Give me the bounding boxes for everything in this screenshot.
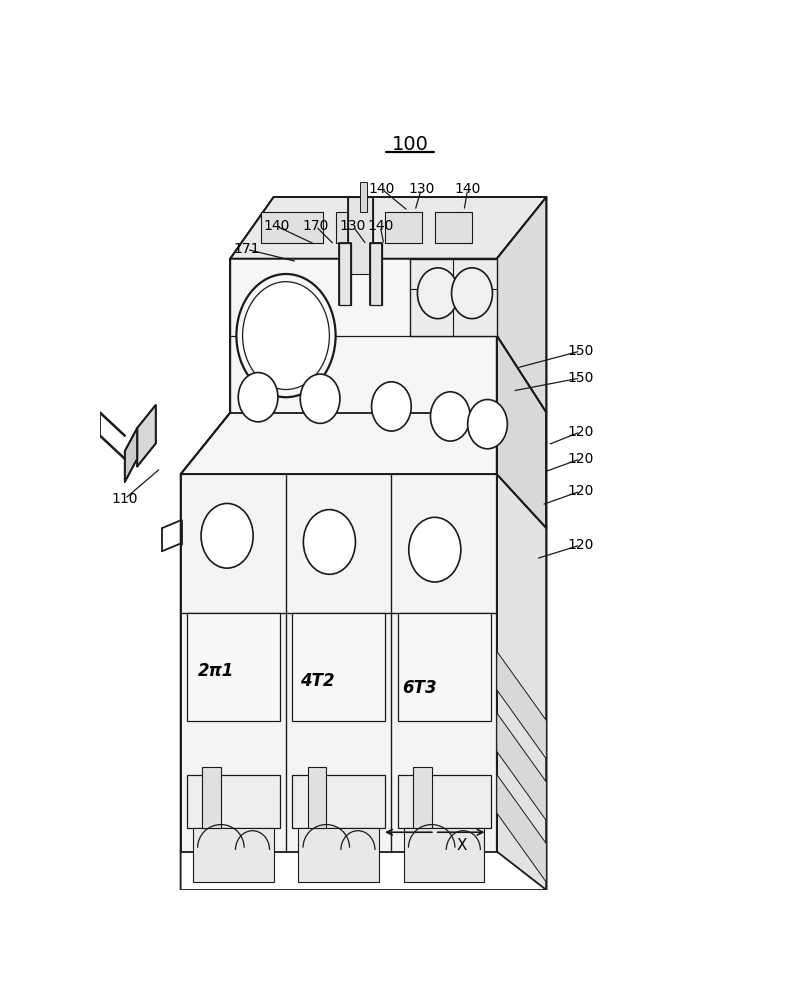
Circle shape bbox=[430, 392, 470, 441]
Text: 150: 150 bbox=[567, 344, 594, 358]
Circle shape bbox=[303, 510, 355, 574]
Polygon shape bbox=[398, 774, 490, 828]
Polygon shape bbox=[398, 613, 490, 721]
Polygon shape bbox=[193, 828, 274, 882]
Text: 171: 171 bbox=[234, 242, 260, 256]
Polygon shape bbox=[386, 212, 422, 243]
Circle shape bbox=[237, 274, 336, 397]
Polygon shape bbox=[336, 212, 373, 243]
Text: 150: 150 bbox=[567, 371, 594, 385]
Polygon shape bbox=[187, 774, 280, 828]
Text: 140: 140 bbox=[369, 182, 395, 196]
Polygon shape bbox=[497, 474, 546, 890]
Polygon shape bbox=[360, 182, 366, 212]
Polygon shape bbox=[497, 713, 546, 821]
Polygon shape bbox=[181, 474, 497, 852]
Polygon shape bbox=[435, 212, 472, 243]
Text: 140: 140 bbox=[263, 219, 290, 233]
Polygon shape bbox=[292, 613, 386, 721]
Polygon shape bbox=[292, 774, 386, 828]
Polygon shape bbox=[348, 197, 373, 274]
Polygon shape bbox=[497, 774, 546, 882]
Circle shape bbox=[300, 374, 340, 423]
Text: 120: 120 bbox=[567, 452, 594, 466]
Polygon shape bbox=[298, 828, 379, 882]
Text: 2π1: 2π1 bbox=[198, 662, 234, 680]
Polygon shape bbox=[413, 767, 432, 828]
Text: 100: 100 bbox=[391, 135, 429, 154]
Text: 120: 120 bbox=[567, 484, 594, 498]
Polygon shape bbox=[181, 259, 497, 474]
Text: 130: 130 bbox=[408, 182, 434, 196]
Text: 120: 120 bbox=[567, 538, 594, 552]
Polygon shape bbox=[370, 243, 382, 305]
Polygon shape bbox=[202, 767, 221, 828]
Polygon shape bbox=[497, 197, 546, 413]
Circle shape bbox=[238, 373, 278, 422]
Circle shape bbox=[409, 517, 461, 582]
Polygon shape bbox=[497, 336, 546, 528]
Circle shape bbox=[242, 282, 330, 389]
Polygon shape bbox=[308, 767, 326, 828]
Circle shape bbox=[371, 382, 411, 431]
Polygon shape bbox=[410, 259, 497, 336]
Text: 130: 130 bbox=[340, 219, 366, 233]
Polygon shape bbox=[262, 212, 323, 243]
Circle shape bbox=[451, 268, 493, 319]
Polygon shape bbox=[497, 651, 546, 759]
Polygon shape bbox=[125, 428, 138, 482]
Circle shape bbox=[468, 400, 507, 449]
Text: 120: 120 bbox=[567, 425, 594, 439]
Polygon shape bbox=[404, 828, 485, 882]
Text: 140: 140 bbox=[367, 219, 394, 233]
Polygon shape bbox=[230, 197, 546, 259]
Text: X: X bbox=[456, 838, 466, 853]
Text: 110: 110 bbox=[111, 492, 138, 506]
Text: 170: 170 bbox=[302, 219, 329, 233]
Text: 140: 140 bbox=[454, 182, 481, 196]
Text: 4T2: 4T2 bbox=[300, 672, 334, 690]
Text: 6T3: 6T3 bbox=[402, 679, 437, 697]
Circle shape bbox=[418, 268, 458, 319]
Circle shape bbox=[201, 503, 253, 568]
Polygon shape bbox=[187, 613, 280, 721]
Polygon shape bbox=[338, 243, 351, 305]
Polygon shape bbox=[138, 405, 156, 466]
